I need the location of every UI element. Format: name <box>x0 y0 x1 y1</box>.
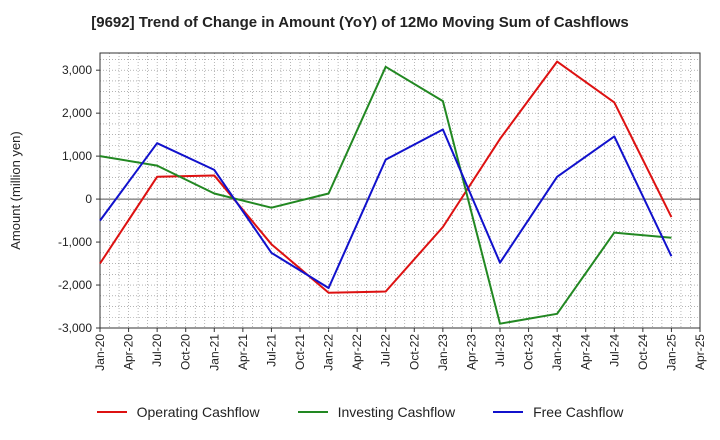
x-tick-label: Oct-20 <box>179 334 193 370</box>
x-tick-label: Jul-23 <box>493 334 507 367</box>
legend-label-investing: Investing Cashflow <box>337 404 456 420</box>
x-tick-label: Oct-22 <box>407 334 421 370</box>
x-tick-label: Jan-24 <box>550 334 564 371</box>
x-tick-label: Jul-20 <box>150 334 164 367</box>
series-line-1 <box>99 65 672 325</box>
legend-label-operating: Operating Cashflow <box>136 404 260 420</box>
legend-item-operating: Operating Cashflow <box>96 404 260 420</box>
y-tick-label: 0 <box>85 192 92 206</box>
series-line-0 <box>99 60 673 294</box>
plot-frame <box>99 52 701 329</box>
x-tick-label: Oct-21 <box>293 334 307 370</box>
legend-swatch-investing <box>297 411 328 413</box>
x-tick-label: Jan-20 <box>93 334 107 371</box>
y-tick-label: -3,000 <box>58 321 92 335</box>
legend-swatch-operating <box>96 411 127 413</box>
x-tick-label: Apr-23 <box>464 334 478 370</box>
x-tick-label: Jul-22 <box>379 334 393 367</box>
x-tick-label: Jan-21 <box>207 334 221 371</box>
series-lines <box>99 60 673 325</box>
plot-area <box>100 53 700 328</box>
legend-swatch-free <box>493 411 524 413</box>
y-tick-label: 3,000 <box>62 63 92 77</box>
x-tick-label: Apr-22 <box>350 334 364 370</box>
legend-item-free: Free Cashflow <box>493 404 623 420</box>
x-tick-label: Jan-22 <box>322 334 336 371</box>
y-tick-label: 2,000 <box>62 106 92 120</box>
y-tick-label: 1,000 <box>62 149 92 163</box>
x-tick-label: Apr-24 <box>579 334 593 370</box>
x-tick-label: Jan-25 <box>664 334 678 371</box>
series-line-2 <box>99 128 673 289</box>
x-tick-label: Jul-21 <box>264 334 278 367</box>
x-tick-label: Oct-24 <box>636 334 650 370</box>
legend: Operating Cashflow Investing Cashflow Fr… <box>0 404 720 420</box>
x-tick-label: Apr-25 <box>693 334 707 370</box>
x-tick-label: Jul-24 <box>607 334 621 367</box>
x-tick-label: Oct-23 <box>522 334 536 370</box>
x-tick-label: Apr-20 <box>122 334 136 370</box>
y-axis-ticks: 3,000 2,000 1,000 0 -1,000 -2,000 -3,000 <box>58 63 100 335</box>
legend-label-free: Free Cashflow <box>533 404 624 420</box>
x-axis-ticks: Jan-20 Apr-20 Jul-20 Oct-20 Jan-21 Apr-21 Jul-… <box>93 328 707 371</box>
y-axis-title: Amount (million yen) <box>8 131 23 250</box>
x-tick-label: Apr-21 <box>236 334 250 370</box>
y-tick-label: -1,000 <box>58 235 92 249</box>
legend-item-investing: Investing Cashflow <box>297 404 456 420</box>
x-tick-label: Jan-23 <box>436 334 450 371</box>
chart-title: [9692] Trend of Change in Amount (YoY) o… <box>91 14 629 31</box>
y-tick-label: -2,000 <box>58 278 92 292</box>
